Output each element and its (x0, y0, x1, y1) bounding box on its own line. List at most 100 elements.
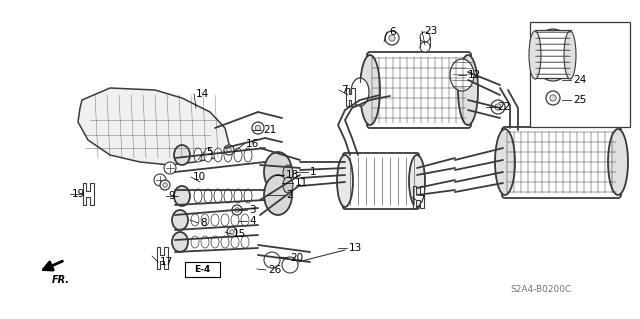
Ellipse shape (224, 189, 232, 203)
Ellipse shape (232, 205, 242, 215)
Text: 26: 26 (268, 265, 281, 275)
Polygon shape (346, 88, 355, 106)
Ellipse shape (174, 186, 190, 206)
Ellipse shape (283, 165, 293, 181)
Ellipse shape (163, 183, 167, 187)
Ellipse shape (360, 55, 380, 125)
Ellipse shape (458, 55, 478, 125)
Ellipse shape (172, 210, 188, 230)
Ellipse shape (564, 31, 576, 79)
Ellipse shape (164, 162, 176, 174)
Ellipse shape (241, 214, 249, 226)
FancyBboxPatch shape (343, 153, 419, 209)
Ellipse shape (337, 155, 353, 207)
Text: 22: 22 (497, 102, 510, 112)
Text: 8: 8 (200, 218, 207, 228)
Ellipse shape (204, 148, 212, 162)
Ellipse shape (495, 129, 515, 195)
Ellipse shape (224, 148, 232, 162)
Ellipse shape (450, 59, 474, 91)
Ellipse shape (234, 189, 242, 203)
Ellipse shape (608, 129, 628, 195)
Text: 23: 23 (424, 26, 437, 36)
Bar (530, 22, 630, 127)
Ellipse shape (420, 42, 430, 52)
Text: 18: 18 (286, 170, 300, 180)
Text: 21: 21 (263, 125, 276, 135)
Text: E-4: E-4 (194, 265, 210, 275)
Ellipse shape (252, 122, 264, 134)
Text: FR.: FR. (52, 275, 70, 285)
Ellipse shape (160, 180, 170, 190)
Ellipse shape (227, 148, 231, 152)
Ellipse shape (201, 214, 209, 226)
Ellipse shape (351, 78, 369, 106)
Text: 4: 4 (249, 216, 255, 226)
FancyBboxPatch shape (502, 127, 621, 198)
Text: 17: 17 (160, 257, 173, 267)
Ellipse shape (172, 232, 188, 252)
Ellipse shape (244, 148, 252, 162)
Ellipse shape (533, 29, 573, 81)
Polygon shape (413, 186, 424, 208)
Ellipse shape (234, 148, 242, 162)
Ellipse shape (227, 227, 237, 237)
Ellipse shape (491, 100, 505, 114)
Polygon shape (83, 183, 93, 205)
Text: 13: 13 (349, 243, 362, 253)
Ellipse shape (389, 35, 395, 41)
Polygon shape (157, 247, 168, 269)
Ellipse shape (231, 214, 239, 226)
Text: 3: 3 (249, 205, 255, 215)
Text: 5: 5 (206, 147, 212, 157)
Text: 7: 7 (341, 85, 348, 95)
Ellipse shape (194, 189, 202, 203)
Text: 14: 14 (196, 89, 209, 99)
Bar (535, 30, 571, 78)
Text: 12: 12 (468, 70, 481, 80)
Ellipse shape (230, 230, 234, 234)
FancyBboxPatch shape (367, 52, 471, 128)
Ellipse shape (264, 152, 292, 192)
Text: 11: 11 (295, 178, 308, 188)
Ellipse shape (546, 91, 560, 105)
Text: 24: 24 (573, 75, 586, 85)
Ellipse shape (282, 257, 298, 273)
Ellipse shape (420, 32, 430, 42)
Ellipse shape (264, 175, 292, 215)
Ellipse shape (191, 214, 199, 226)
Bar (185, 262, 220, 277)
Ellipse shape (174, 145, 190, 165)
Text: 19: 19 (72, 189, 85, 199)
Ellipse shape (191, 236, 199, 248)
Ellipse shape (385, 31, 399, 45)
Ellipse shape (154, 174, 166, 186)
Ellipse shape (224, 145, 234, 155)
Ellipse shape (221, 236, 229, 248)
Ellipse shape (211, 214, 219, 226)
Ellipse shape (194, 148, 202, 162)
Text: 1: 1 (310, 167, 317, 177)
Text: S2A4-B0200C: S2A4-B0200C (510, 286, 572, 294)
Ellipse shape (211, 236, 219, 248)
Ellipse shape (214, 148, 222, 162)
Text: 6: 6 (389, 27, 396, 37)
Text: 15: 15 (233, 229, 246, 239)
Text: 9: 9 (168, 191, 175, 201)
Ellipse shape (255, 125, 260, 131)
Ellipse shape (283, 177, 293, 193)
Text: 25: 25 (573, 95, 586, 105)
Ellipse shape (221, 214, 229, 226)
Ellipse shape (204, 189, 212, 203)
Ellipse shape (244, 189, 252, 203)
Ellipse shape (409, 155, 425, 207)
Ellipse shape (550, 95, 556, 101)
Text: 2: 2 (286, 190, 292, 200)
Ellipse shape (201, 236, 209, 248)
Ellipse shape (495, 104, 501, 110)
Ellipse shape (231, 236, 239, 248)
Ellipse shape (214, 189, 222, 203)
Text: 7: 7 (418, 195, 424, 205)
Ellipse shape (241, 236, 249, 248)
Ellipse shape (235, 208, 239, 212)
